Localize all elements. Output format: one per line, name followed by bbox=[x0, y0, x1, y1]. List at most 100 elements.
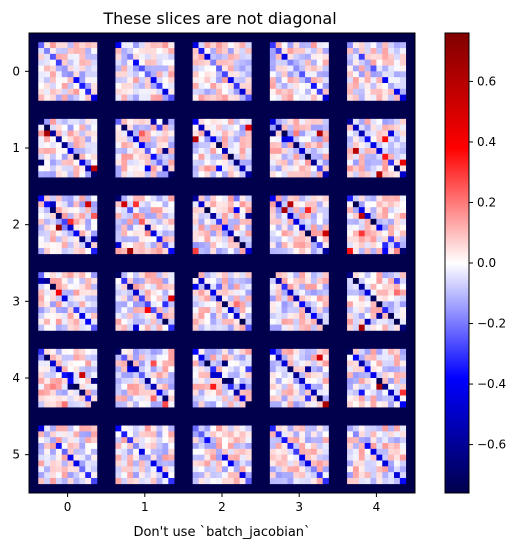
heatmap-cell bbox=[399, 366, 407, 373]
heatmap-cell bbox=[55, 372, 63, 379]
heatmap-cell bbox=[138, 59, 146, 66]
heatmap-cell bbox=[293, 448, 300, 455]
heatmap-cell bbox=[55, 354, 63, 361]
tile-0-4 bbox=[347, 42, 407, 101]
heatmap-cell bbox=[144, 431, 151, 438]
heatmap-cell bbox=[299, 425, 306, 432]
heatmap-cell bbox=[281, 307, 288, 314]
heatmap-cell bbox=[310, 142, 318, 149]
heatmap-cell bbox=[198, 425, 205, 432]
heatmap-cell bbox=[399, 289, 407, 296]
heatmap-cell bbox=[61, 283, 68, 290]
heatmap-cell bbox=[192, 77, 199, 84]
heatmap-cell bbox=[322, 48, 329, 55]
heatmap-cell bbox=[352, 236, 360, 243]
heatmap-cell bbox=[44, 460, 51, 467]
heatmap-cell bbox=[310, 389, 318, 396]
heatmap-cell bbox=[364, 437, 371, 444]
heatmap-cell bbox=[91, 295, 98, 302]
heatmap-cell bbox=[210, 348, 217, 355]
heatmap-cell bbox=[388, 278, 395, 285]
heatmap-cell bbox=[358, 142, 365, 149]
heatmap-cell bbox=[38, 472, 45, 479]
heatmap-cell bbox=[227, 295, 235, 302]
heatmap-cell bbox=[144, 360, 151, 367]
heatmap-cell bbox=[73, 88, 80, 95]
heatmap-cell bbox=[287, 477, 294, 485]
heatmap-cell bbox=[364, 65, 371, 72]
heatmap-cell bbox=[162, 153, 169, 160]
heatmap-cell bbox=[73, 130, 80, 137]
heatmap-cell bbox=[239, 366, 246, 373]
heatmap-cell bbox=[55, 437, 63, 444]
heatmap-cell bbox=[293, 472, 300, 479]
heatmap-cell bbox=[133, 124, 140, 131]
heatmap-cell bbox=[67, 201, 74, 208]
heatmap-cell bbox=[382, 477, 389, 485]
heatmap-cell bbox=[67, 360, 74, 367]
heatmap-cell bbox=[358, 448, 365, 455]
heatmap-cell bbox=[79, 94, 86, 101]
heatmap-cell bbox=[281, 171, 288, 178]
heatmap-cell bbox=[144, 278, 151, 285]
heatmap-cell bbox=[85, 130, 92, 137]
heatmap-cell bbox=[233, 218, 240, 225]
tile-4-4 bbox=[347, 348, 407, 408]
heatmap-cell bbox=[61, 348, 68, 355]
heatmap-cell bbox=[55, 324, 63, 331]
heatmap-cell bbox=[38, 77, 45, 84]
heatmap-cell bbox=[299, 171, 306, 178]
heatmap-cell bbox=[50, 224, 57, 231]
heatmap-cell bbox=[239, 82, 246, 90]
heatmap-cell bbox=[144, 124, 151, 131]
heatmap-cell bbox=[399, 77, 407, 84]
heatmap-cell bbox=[388, 378, 395, 385]
heatmap-cell bbox=[204, 59, 211, 66]
heatmap-cell bbox=[269, 88, 277, 95]
heatmap-cell bbox=[79, 236, 86, 243]
heatmap-cell bbox=[198, 289, 205, 296]
heatmap-cell bbox=[216, 53, 223, 60]
heatmap-cell bbox=[156, 401, 163, 408]
heatmap-cell bbox=[133, 165, 140, 172]
heatmap-cell bbox=[370, 454, 377, 461]
heatmap-cell bbox=[67, 242, 74, 249]
heatmap-cell bbox=[198, 59, 205, 66]
heatmap-cell bbox=[310, 59, 318, 66]
heatmap-cell bbox=[73, 224, 80, 231]
heatmap-cell bbox=[299, 354, 306, 361]
heatmap-cell bbox=[38, 383, 45, 390]
heatmap-cell bbox=[316, 159, 323, 166]
heatmap-cell bbox=[216, 77, 223, 84]
heatmap-cell bbox=[364, 159, 371, 166]
heatmap-cell bbox=[121, 207, 128, 214]
heatmap-cell bbox=[150, 165, 157, 172]
heatmap-cell bbox=[310, 218, 318, 225]
heatmap-cell bbox=[305, 395, 312, 402]
heatmap-cell bbox=[198, 118, 205, 125]
heatmap-cell bbox=[55, 472, 63, 479]
heatmap-cell bbox=[399, 195, 407, 202]
heatmap-cell bbox=[269, 53, 277, 60]
heatmap-cell bbox=[388, 48, 395, 55]
heatmap-cell bbox=[61, 448, 68, 455]
heatmap-cell bbox=[269, 448, 277, 455]
heatmap-cell bbox=[79, 153, 86, 160]
heatmap-cell bbox=[322, 207, 329, 214]
heatmap-cell bbox=[204, 366, 211, 373]
heatmap-cell bbox=[233, 159, 240, 166]
heatmap-cell bbox=[281, 230, 288, 237]
heatmap-cell bbox=[399, 460, 407, 467]
heatmap-cell bbox=[127, 324, 134, 331]
heatmap-cell bbox=[364, 142, 371, 149]
heatmap-cell bbox=[394, 312, 401, 320]
heatmap-cell bbox=[204, 466, 211, 473]
heatmap-cell bbox=[399, 94, 407, 101]
heatmap-cell bbox=[233, 65, 240, 72]
heatmap-cell bbox=[245, 94, 252, 101]
heatmap-cell bbox=[61, 472, 68, 479]
heatmap-cell bbox=[44, 454, 51, 461]
heatmap-cell bbox=[67, 425, 74, 432]
heatmap-cell bbox=[364, 153, 371, 160]
heatmap-cell bbox=[275, 472, 282, 479]
